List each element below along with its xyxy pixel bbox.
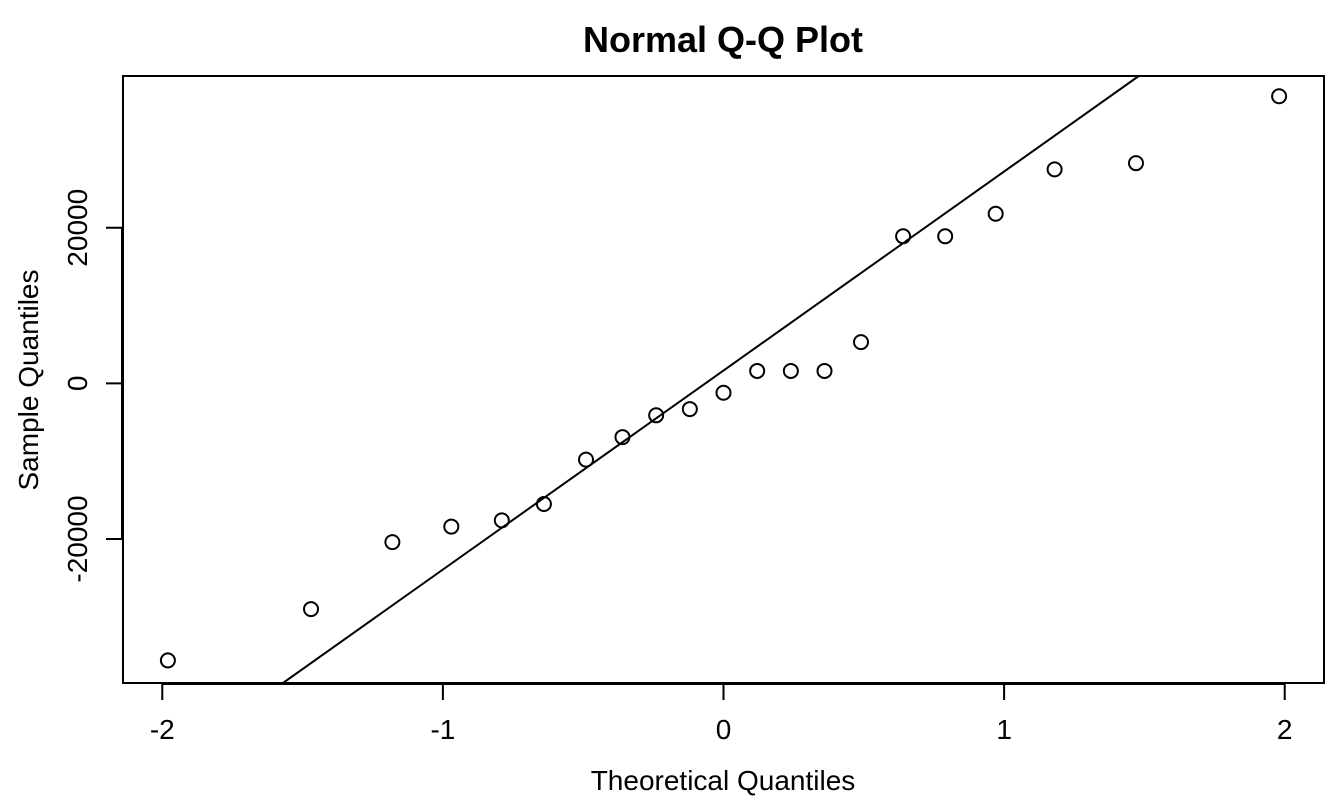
x-tick-label: -1: [430, 714, 455, 745]
y-axis-label: Sample Quantiles: [13, 269, 44, 490]
x-tick-label: 2: [1277, 714, 1293, 745]
plot-box: [122, 75, 1325, 684]
data-point: [681, 401, 698, 418]
data-point: [816, 362, 833, 379]
data-point: [895, 228, 912, 245]
chart-title: Normal Q-Q Plot: [583, 19, 863, 60]
data-point: [1127, 155, 1144, 172]
x-tick-label: -2: [150, 714, 175, 745]
data-point: [987, 205, 1004, 222]
data-point: [1046, 161, 1063, 178]
x-tick-label: 1: [996, 714, 1012, 745]
y-tick-label: -20000: [62, 495, 93, 582]
x-axis: -2 -1 0 1 2: [150, 683, 1293, 745]
y-tick-label: 0: [62, 376, 93, 392]
data-point: [648, 407, 665, 424]
x-tick-label: 0: [716, 714, 732, 745]
data-point: [852, 334, 869, 351]
x-axis-label: Theoretical Quantiles: [591, 765, 856, 796]
data-point: [782, 362, 799, 379]
y-tick-label: 20000: [62, 189, 93, 267]
data-point: [578, 451, 595, 468]
y-axis: -20000 0 20000: [62, 189, 123, 583]
reference-line-group: [282, 75, 1140, 684]
data-point: [1271, 88, 1288, 105]
data-point: [443, 518, 460, 535]
data-points: [159, 88, 1288, 669]
reference-line: [282, 75, 1140, 684]
data-point: [535, 496, 552, 513]
data-point: [715, 384, 732, 401]
data-point: [159, 652, 176, 669]
data-point: [614, 429, 631, 446]
data-point: [384, 534, 401, 551]
data-point: [493, 512, 510, 529]
data-point: [303, 601, 320, 618]
data-point: [937, 228, 954, 245]
data-point: [749, 362, 766, 379]
